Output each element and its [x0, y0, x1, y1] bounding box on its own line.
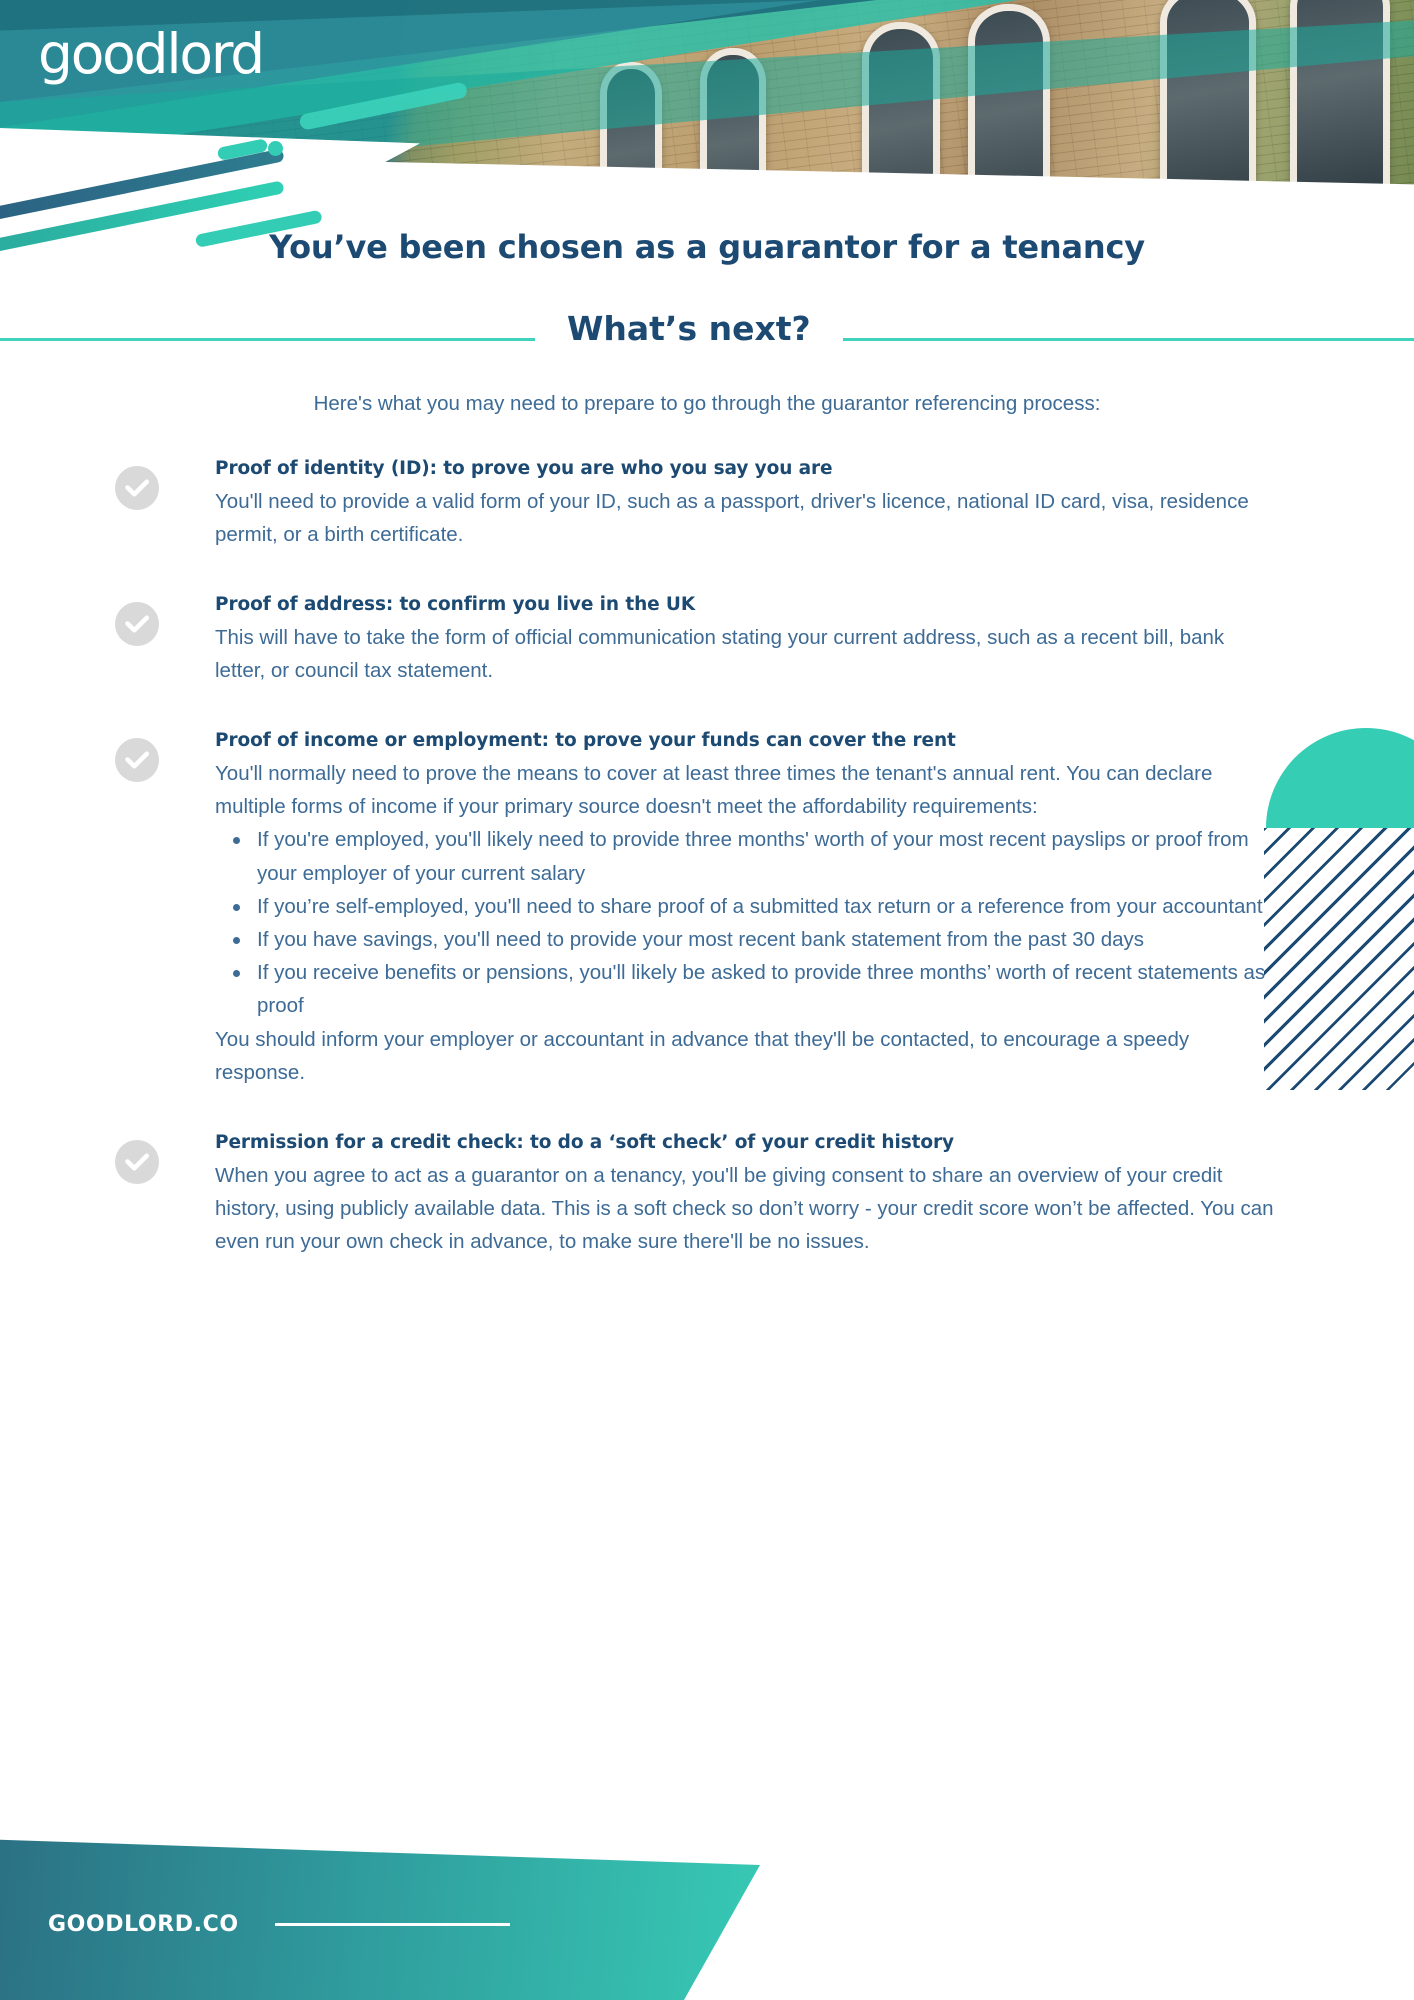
footer-rule: [274, 1923, 510, 1926]
footer-url: GOODLORD.CO: [48, 1912, 239, 1937]
goodlord-logo: goodlord: [38, 22, 265, 86]
page-title: You’ve been chosen as a guarantor for a …: [269, 228, 1145, 266]
requirement-heading: Proof of address: to confirm you live in…: [215, 594, 696, 616]
check-circle-icon: [115, 466, 159, 510]
rule-right: [842, 337, 1414, 341]
content-list: Proof of identity (ID): to prove you are…: [0, 455, 1414, 1298]
requirement-heading: Proof of income or employment: to prove …: [215, 730, 956, 752]
requirement-heading: Permission for a credit check: to do a ‘…: [215, 1132, 954, 1154]
requirement-item: Proof of address: to confirm you live in…: [0, 591, 1414, 687]
requirement-body: You'll need to provide a valid form of y…: [215, 489, 1249, 546]
check-circle-icon: [115, 602, 159, 647]
rule-left: [0, 337, 535, 341]
requirement-body: You'll normally need to prove the means …: [215, 762, 1213, 819]
check-circle-icon: [115, 1140, 159, 1185]
list-item: If you’re self-employed, you'll need to …: [219, 890, 1274, 923]
requirement-item: Proof of income or employment: to prove …: [0, 727, 1414, 1089]
requirement-bullet-list: If you're employed, you'll likely need t…: [219, 823, 1274, 1022]
requirement-item: Permission for a credit check: to do a ‘…: [0, 1129, 1414, 1258]
decor-hatch-stripes: [1264, 828, 1414, 1090]
list-item: If you have savings, you'll need to prov…: [219, 923, 1274, 956]
requirement-item: Proof of identity (ID): to prove you are…: [0, 455, 1414, 551]
requirement-body: When you agree to act as a guarantor on …: [215, 1163, 1274, 1254]
list-item: If you're employed, you'll likely need t…: [219, 823, 1274, 889]
header-banner: goodlord: [0, 0, 1414, 255]
footer-banner: GOODLORD.CO: [0, 1820, 1414, 2000]
requirement-body: This will have to take the form of offic…: [215, 625, 1225, 683]
check-circle-icon: [115, 738, 159, 783]
page-subtitle: What’s next?: [567, 308, 811, 348]
decor-dot-teal: [268, 141, 283, 156]
footer-content: GOODLORD.CO: [48, 1912, 510, 1937]
requirement-heading: Proof of identity (ID): to prove you are…: [215, 458, 833, 479]
footer-shape: [0, 1839, 760, 2000]
requirement-body-after: You should inform your employer or accou…: [215, 1027, 1190, 1084]
list-item: If you receive benefits or pensions, you…: [219, 956, 1274, 1022]
intro-text: Here's what you may need to prepare to g…: [313, 392, 1101, 415]
subtitle-row: What’s next?: [0, 303, 1414, 353]
